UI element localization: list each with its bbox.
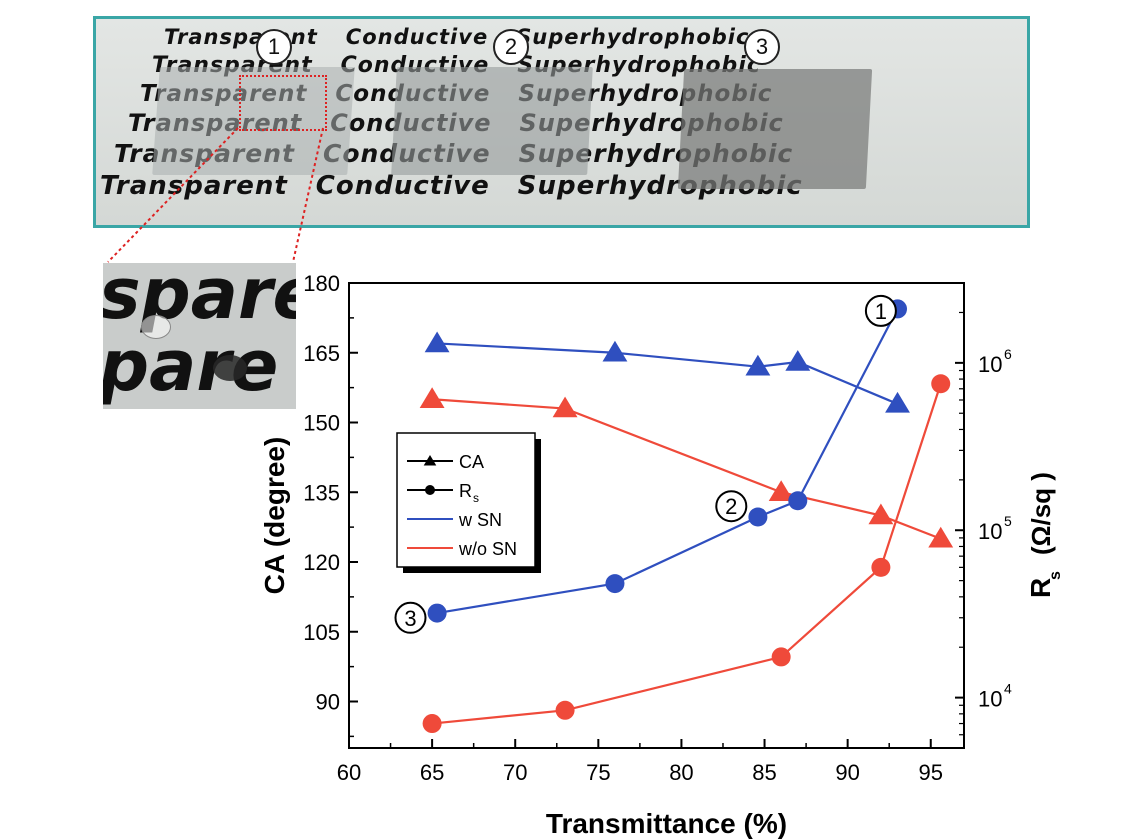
- data-point-circle: [871, 557, 891, 577]
- legend-label: CA: [459, 452, 484, 472]
- printed-word-conductive: Conductive: [315, 171, 490, 201]
- y-left-axis-label: CA (degree): [259, 437, 290, 595]
- annotation-marker: [864, 294, 897, 327]
- data-point-triangle: [868, 503, 894, 525]
- y-right-axis-label-unit: (Ω/sq ): [1026, 472, 1056, 555]
- sample-marker-2: 2: [493, 29, 529, 65]
- data-point-circle: [605, 574, 625, 594]
- water-droplet: [141, 315, 171, 339]
- data-point-circle: [422, 714, 442, 734]
- data-point-triangle: [552, 396, 578, 418]
- y-left-tick-label: 135: [303, 480, 340, 505]
- y-right-axis-label-sub: s: [1047, 571, 1064, 580]
- x-tick-label: 65: [420, 760, 444, 785]
- zoom-inset-photo: spare pare: [103, 263, 296, 409]
- y-left-tick-label: 120: [303, 550, 340, 575]
- data-point-circle: [555, 700, 575, 720]
- legend-box: [396, 432, 536, 568]
- data-point-triangle: [768, 480, 794, 501]
- y-right-axis-label-main: R: [1025, 578, 1056, 598]
- photo-panel: Transparent Conductive Superhydrophobic Tra…: [93, 16, 1030, 228]
- x-tick-label: 60: [337, 760, 361, 785]
- y-right-tick-base: 10: [978, 687, 1002, 712]
- y-left-tick-label: 105: [303, 620, 340, 645]
- x-tick-label: 75: [586, 760, 610, 785]
- zoom-region-box: [239, 75, 327, 131]
- annotation-marker: [394, 601, 427, 634]
- data-point-triangle: [424, 331, 450, 353]
- y-right-tick-exp: 4: [1004, 681, 1012, 697]
- sample-marker-3: 3: [744, 29, 780, 65]
- y-right-tick-exp: 5: [1004, 513, 1012, 529]
- y-left-tick-label: 165: [303, 341, 340, 366]
- printed-word-superhydrophobic: Superhydrophobic: [516, 25, 750, 49]
- data-point-circle: [931, 374, 951, 394]
- sample-marker-1: 1: [256, 29, 292, 65]
- y-left-tick-label: 150: [303, 411, 340, 436]
- data-point-circle: [748, 507, 768, 527]
- data-point-circle: [771, 647, 791, 667]
- data-point-triangle: [785, 350, 811, 371]
- data-point-circle: [427, 603, 447, 623]
- data-point-triangle: [885, 391, 910, 413]
- x-tick-label: 80: [669, 760, 693, 785]
- inset-word-1: spare: [103, 263, 296, 335]
- y-left-tick-label: 90: [316, 690, 340, 715]
- data-point-circle: [788, 491, 808, 511]
- legend-label: w/o SN: [458, 539, 517, 559]
- data-point-triangle: [419, 387, 445, 408]
- legend-marker-triangle: [423, 455, 437, 466]
- data-point-triangle: [745, 354, 771, 376]
- x-tick-label: 70: [503, 760, 527, 785]
- x-tick-label: 90: [835, 760, 859, 785]
- annotation-label: 2: [725, 494, 737, 519]
- annotation-label: 3: [404, 606, 416, 631]
- y-left-tick-label: 180: [303, 271, 340, 296]
- x-tick-label: 85: [752, 760, 776, 785]
- legend-label-sub: s: [473, 491, 479, 505]
- data-point-triangle: [602, 340, 628, 362]
- y-right-tick-base: 10: [978, 352, 1002, 377]
- annotation-marker: [715, 490, 748, 523]
- annotation-label: 1: [875, 299, 887, 324]
- water-droplet: [213, 355, 247, 381]
- x-axis-label: Transmittance (%): [546, 808, 787, 839]
- printed-word-conductive: Conductive: [345, 25, 489, 49]
- inset-word-2: pare: [103, 325, 279, 407]
- legend-label: R: [459, 481, 472, 501]
- data-point-triangle: [928, 526, 954, 548]
- legend-label: w SN: [458, 510, 502, 530]
- legend-marker-circle: [425, 485, 435, 495]
- y-right-tick-exp: 6: [1004, 346, 1012, 362]
- y-right-tick-base: 10: [978, 519, 1002, 544]
- x-tick-label: 95: [919, 760, 943, 785]
